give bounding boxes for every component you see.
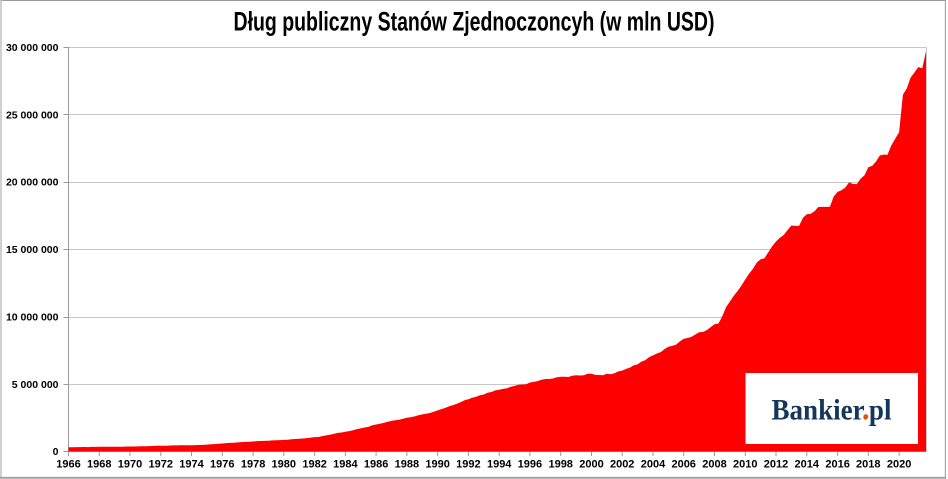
svg-text:2004: 2004 [641, 459, 666, 471]
svg-text:2006: 2006 [671, 459, 695, 471]
svg-text:1996: 1996 [518, 459, 542, 471]
svg-text:20 000 000: 20 000 000 [6, 177, 59, 189]
svg-text:2016: 2016 [825, 459, 849, 471]
svg-text:1966: 1966 [56, 459, 80, 471]
svg-text:2018: 2018 [856, 459, 880, 471]
svg-text:5 000 000: 5 000 000 [12, 379, 59, 391]
svg-text:1976: 1976 [210, 459, 234, 471]
svg-text:2020: 2020 [887, 459, 911, 471]
svg-text:15 000 000: 15 000 000 [6, 244, 59, 256]
svg-text:1988: 1988 [395, 459, 419, 471]
svg-text:1982: 1982 [302, 459, 326, 471]
svg-text:2002: 2002 [610, 459, 634, 471]
svg-text:1968: 1968 [87, 459, 111, 471]
svg-text:1986: 1986 [364, 459, 388, 471]
svg-text:1972: 1972 [149, 459, 173, 471]
svg-text:10 000 000: 10 000 000 [6, 311, 59, 323]
svg-text:1978: 1978 [241, 459, 265, 471]
svg-text:2014: 2014 [795, 459, 820, 471]
svg-text:1980: 1980 [272, 459, 296, 471]
svg-text:2008: 2008 [702, 459, 726, 471]
svg-text:30 000 000: 30 000 000 [6, 42, 59, 54]
svg-text:1984: 1984 [333, 459, 358, 471]
svg-text:0: 0 [53, 446, 59, 458]
svg-text:1990: 1990 [425, 459, 449, 471]
svg-text:Dług publiczny Stanów Zjednocz: Dług publiczny Stanów Zjednoczoncyh (w m… [234, 7, 715, 37]
svg-text:Bankier.pl: Bankier.pl [772, 394, 892, 427]
svg-text:1970: 1970 [118, 459, 142, 471]
svg-text:1998: 1998 [548, 459, 572, 471]
svg-text:25 000 000: 25 000 000 [6, 109, 59, 121]
svg-text:1992: 1992 [456, 459, 480, 471]
svg-text:2010: 2010 [733, 459, 757, 471]
svg-text:2012: 2012 [764, 459, 788, 471]
svg-text:1974: 1974 [179, 459, 204, 471]
svg-text:1994: 1994 [487, 459, 512, 471]
svg-text:2000: 2000 [579, 459, 603, 471]
